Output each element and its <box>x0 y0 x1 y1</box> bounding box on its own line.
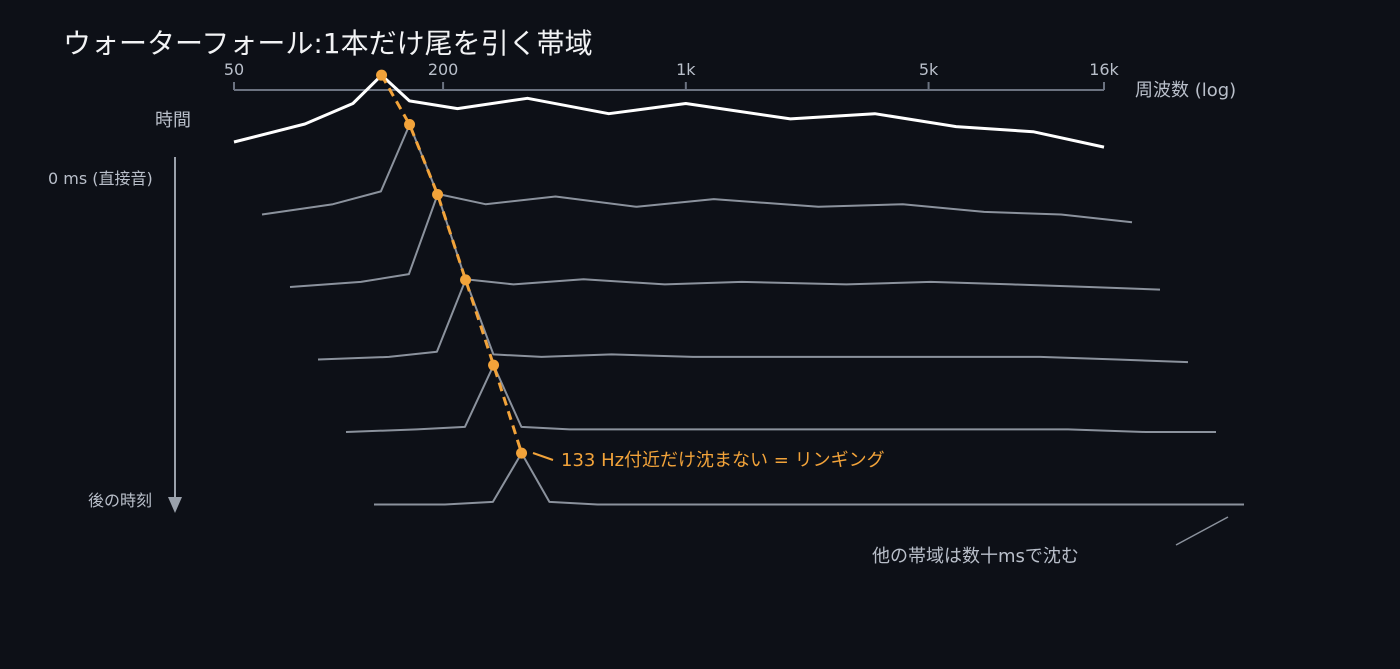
others-leader <box>1175 516 1229 546</box>
ringing-peak-point <box>460 274 472 286</box>
time-start-label: 0 ms (直接音) <box>48 169 153 188</box>
ringing-ridge <box>376 69 528 459</box>
ringing-peak-point <box>404 119 416 131</box>
ringing-peak-point <box>432 188 444 200</box>
ringing-annotation: 133 Hz付近だけ沈まない = リンギング <box>561 450 885 471</box>
x-tick-label: 1k <box>676 60 696 79</box>
x-tick-label: 200 <box>428 60 459 79</box>
x-tick-label: 16k <box>1089 60 1119 79</box>
frequency-axis: 50 200 1k 5k 16k <box>224 60 1120 91</box>
ringing-peak-point <box>376 69 388 81</box>
x-axis-label: 周波数 (log) <box>1135 80 1236 101</box>
y-axis-label: 時間 <box>155 110 191 131</box>
waterfall-trace <box>261 123 1133 224</box>
ringing-ridge-line <box>380 74 524 454</box>
time-end-label: 後の時刻 <box>88 491 152 510</box>
ringing-peak-point <box>488 359 500 371</box>
time-arrow-head <box>168 497 182 513</box>
waterfall-trace <box>345 364 1216 433</box>
chart-title: ウォーターフォール:1本だけ尾を引く帯域 <box>63 27 593 60</box>
waterfall-trace <box>233 73 1105 149</box>
x-tick-label: 50 <box>224 60 244 79</box>
x-tick-label: 5k <box>919 60 939 79</box>
waterfall-trace <box>317 278 1189 364</box>
others-annotation: 他の帯域は数十msで沈む <box>872 546 1079 567</box>
waterfall-trace <box>289 193 1161 291</box>
waterfall-traces <box>233 73 1244 506</box>
ringing-peak-point <box>516 447 528 459</box>
ringing-leader <box>532 452 554 461</box>
waterfall-trace <box>374 452 1244 506</box>
